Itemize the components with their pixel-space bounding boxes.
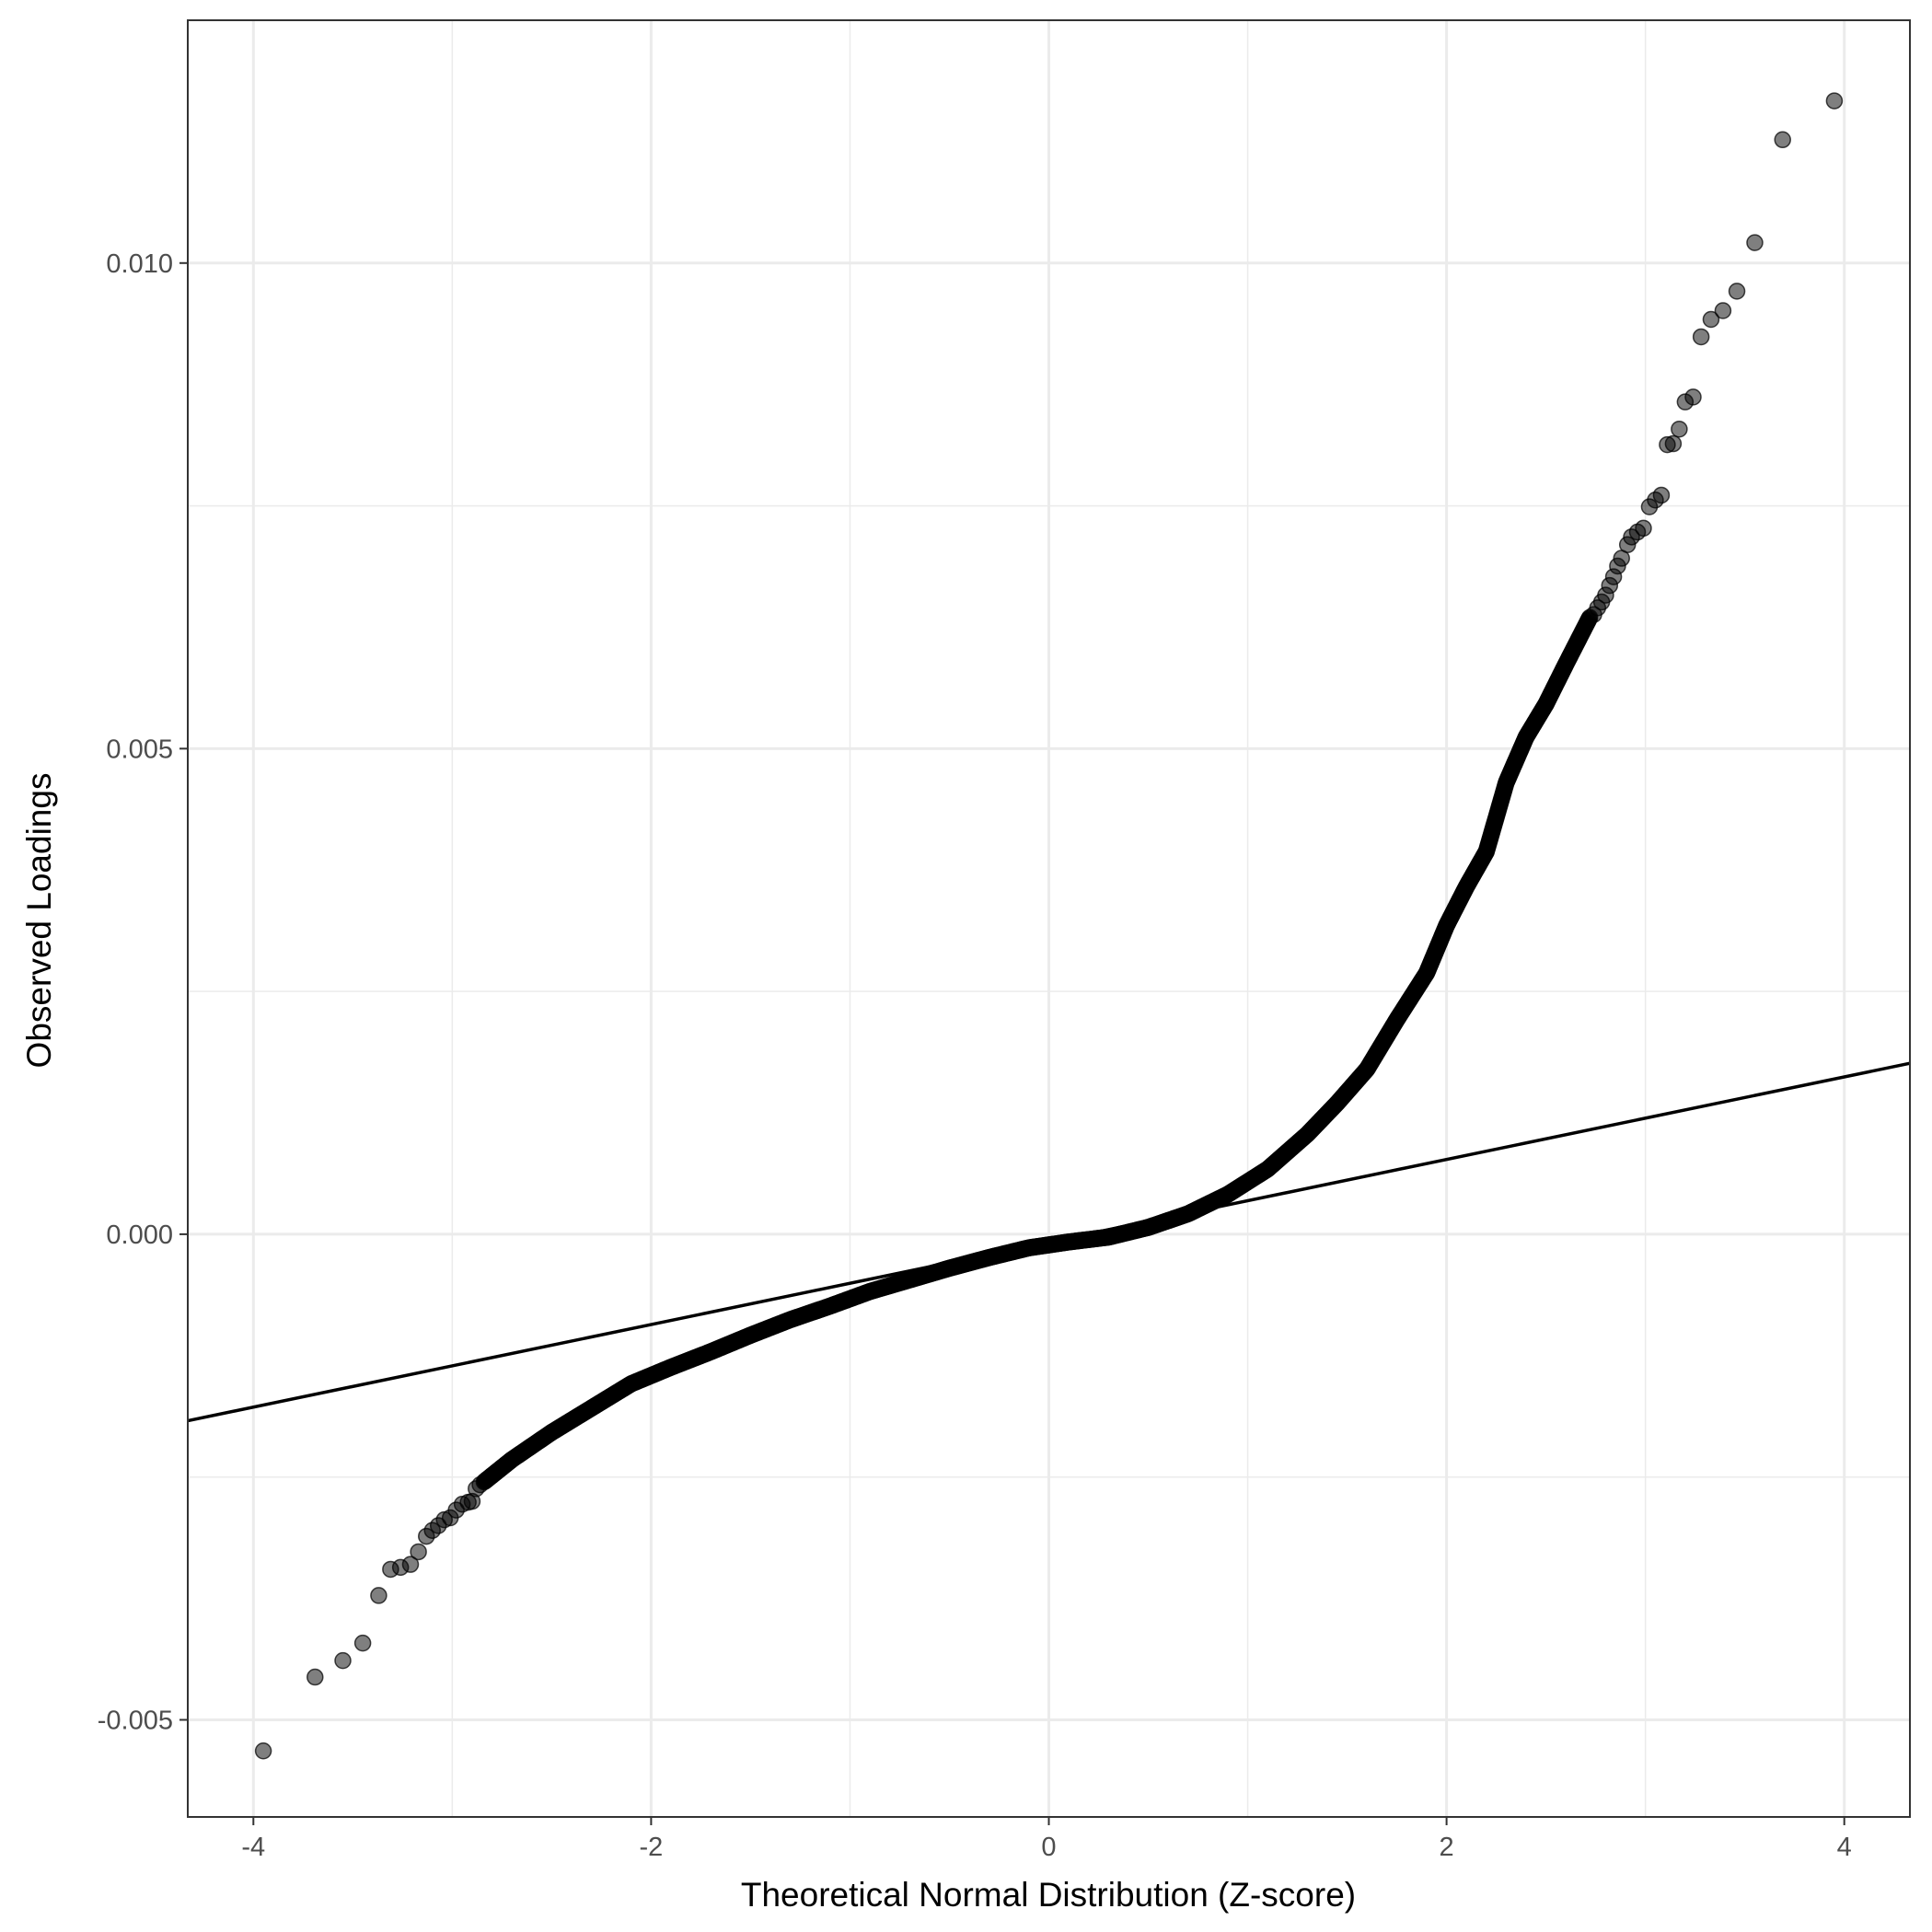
- data-point: [1692, 328, 1710, 346]
- data-point: [401, 1556, 420, 1573]
- data-point: [1774, 131, 1791, 149]
- x-tick-label: -4: [241, 1833, 265, 1862]
- y-tick-label: 0.005: [106, 735, 173, 764]
- data-point: [1746, 234, 1764, 251]
- data-point: [370, 1587, 388, 1604]
- data-point: [471, 1475, 489, 1494]
- x-axis-ticks: -4 -2 0 2 4: [241, 1817, 1852, 1862]
- data-point: [334, 1651, 352, 1670]
- y-axis-title: Observed Loadings: [20, 773, 58, 1069]
- x-tick-label: 0: [1041, 1833, 1056, 1862]
- data-point: [1684, 388, 1702, 406]
- y-tick-label: 0.000: [106, 1221, 173, 1250]
- data-point: [353, 1634, 372, 1652]
- data-point: [1825, 92, 1844, 110]
- data-point: [1635, 519, 1652, 538]
- data-point: [1664, 434, 1683, 453]
- data-point: [1702, 310, 1720, 329]
- data-point: [410, 1543, 427, 1561]
- data-point: [1671, 420, 1688, 438]
- x-axis-title: Theoretical Normal Distribution (Z-score…: [741, 1876, 1356, 1914]
- data-point: [1714, 302, 1732, 319]
- y-tick-label: 0.010: [106, 249, 173, 279]
- x-tick-label: 2: [1440, 1833, 1454, 1862]
- data-point: [1728, 283, 1746, 300]
- y-axis-ticks: -0.005 0.000 0.005 0.010: [98, 249, 188, 1735]
- points-layer: [254, 92, 1844, 1760]
- data-point: [1652, 486, 1671, 504]
- y-tick-label: -0.005: [98, 1706, 173, 1735]
- x-tick-label: 4: [1837, 1833, 1852, 1862]
- data-point: [254, 1742, 272, 1760]
- x-tick-label: -2: [639, 1833, 663, 1862]
- data-point: [307, 1668, 324, 1686]
- major-grid: [188, 20, 1910, 1817]
